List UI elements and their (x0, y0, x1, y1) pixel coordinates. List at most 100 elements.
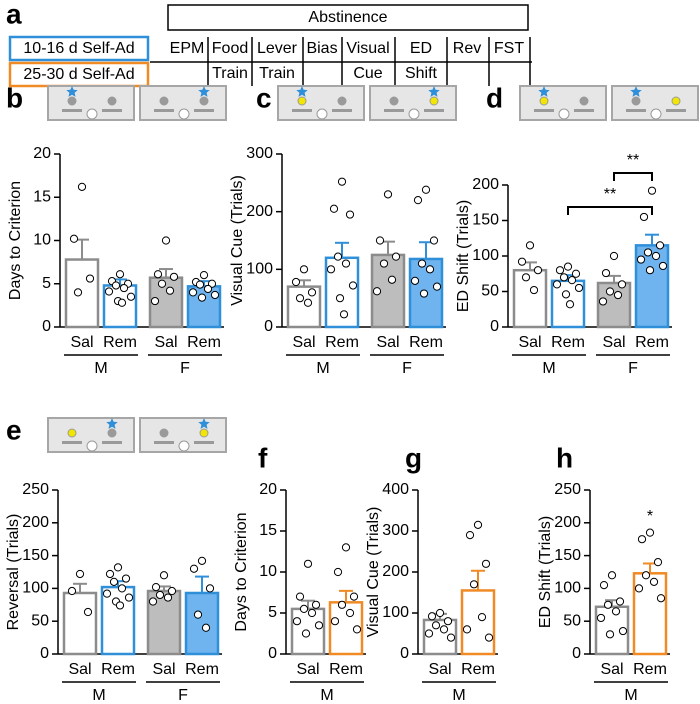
y-tick-label: 150 (554, 547, 581, 564)
data-point (341, 259, 351, 268)
maze-box (277, 85, 365, 121)
maze-food (178, 440, 190, 452)
y-tick-label: 100 (382, 604, 409, 621)
stage-label: Cue (353, 65, 382, 82)
data-point (427, 612, 437, 621)
data-point (421, 185, 431, 194)
data-point (419, 289, 429, 298)
data-point (150, 296, 160, 306)
x-tick-label: Rem (101, 661, 135, 678)
data-point (607, 571, 617, 580)
data-point (117, 584, 127, 593)
bar (146, 589, 182, 656)
data-point (69, 234, 79, 243)
data-point (653, 558, 663, 567)
y-tick-label: 200 (554, 514, 581, 531)
y-axis-label: Reversal (Trials) (5, 514, 22, 631)
data-point (375, 236, 385, 245)
data-point (443, 617, 453, 626)
significance: ** (627, 152, 639, 169)
maze-lever (332, 109, 352, 112)
data-point (159, 571, 169, 580)
y-tick-label: 50 (563, 612, 581, 629)
data-point (609, 251, 619, 261)
y-tick-label: 10 (259, 563, 277, 580)
data-point (656, 594, 666, 603)
legend-box (8, 35, 150, 62)
stage-label: Visual (346, 40, 389, 57)
data-point (431, 621, 441, 630)
group-label: M (452, 687, 465, 704)
y-axis-label: Days to Criterion (7, 181, 24, 300)
data-point (601, 268, 611, 278)
data-point (314, 621, 324, 630)
data-point (167, 586, 177, 596)
data-point (295, 294, 305, 303)
maze-lever (424, 109, 444, 112)
y-axis-label: ED Shift (Trials) (455, 200, 472, 312)
group-label: F (402, 360, 412, 377)
maze-lever (534, 109, 554, 112)
y-tick-label: 5 (268, 604, 277, 621)
maze-lever (62, 109, 82, 112)
x-tick-label: Sal (154, 334, 177, 351)
x-tick-label: Sal (518, 334, 541, 351)
data-point (462, 625, 472, 634)
x-tick-label: Sal (600, 661, 623, 678)
data-point (153, 270, 163, 279)
stage-label: Train (212, 65, 248, 82)
data-point (155, 590, 165, 600)
data-point (465, 531, 475, 540)
y-tick-label: 0 (42, 318, 51, 335)
group-label: F (628, 360, 638, 377)
stage-label: Lever (257, 40, 298, 57)
maze-food (650, 108, 662, 120)
x-tick-label: Rem (103, 334, 137, 351)
data-point (417, 259, 427, 268)
group-label: F (180, 360, 190, 377)
data-point (639, 212, 649, 222)
data-point (525, 241, 535, 250)
data-point (435, 608, 445, 618)
data-point (301, 629, 311, 638)
data-point (649, 577, 659, 586)
stage-label: Train (259, 65, 295, 82)
maze-food (408, 108, 420, 120)
maze-port (297, 96, 307, 106)
significance-bracket (567, 206, 653, 215)
data-point (383, 190, 393, 199)
maze-lever (666, 109, 686, 112)
data-point (295, 592, 305, 601)
panel-label: f (258, 442, 268, 473)
data-point (75, 569, 85, 579)
data-point (193, 610, 203, 619)
data-point (555, 266, 565, 275)
significance: * (647, 508, 653, 525)
data-point (521, 273, 531, 282)
bar (64, 258, 100, 329)
data-point (339, 310, 349, 319)
data-point (303, 559, 313, 568)
data-point (655, 241, 665, 250)
bar (512, 268, 548, 329)
maze-port (67, 96, 77, 106)
y-tick-label: 250 (22, 481, 49, 498)
x-tick-label: Sal (376, 334, 399, 351)
y-tick-label: 200 (382, 563, 409, 580)
x-tick-label: Sal (68, 661, 91, 678)
maze-food (86, 108, 98, 120)
abstinence-box (167, 4, 529, 31)
x-tick-label: Sal (152, 661, 175, 678)
data-point (647, 186, 657, 195)
maze-port (159, 96, 169, 106)
legend-label: 25-30 d Self-Ad (23, 66, 134, 83)
maze-food (178, 108, 190, 120)
data-point (563, 262, 573, 271)
y-tick-label: 20 (259, 481, 277, 498)
data-point (189, 564, 199, 573)
data-point (413, 196, 423, 205)
maze-food (86, 440, 98, 452)
x-tick-label: Rem (187, 334, 221, 351)
data-point (117, 298, 127, 307)
data-point (115, 601, 125, 610)
